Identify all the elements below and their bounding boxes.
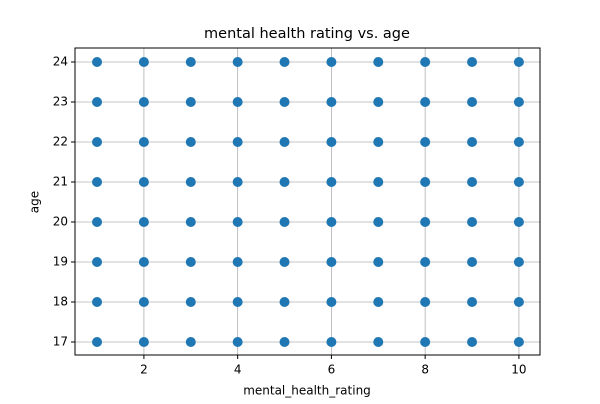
point [138,97,149,107]
y-tick-label: 22 [53,135,68,149]
point [232,337,243,347]
point [326,297,337,307]
point [92,57,103,67]
point [420,57,431,67]
point [92,337,103,347]
point [138,337,149,347]
point [420,337,431,347]
point [279,337,290,347]
y-axis-label: age [28,191,42,213]
point [232,97,243,107]
point [513,97,524,107]
x-tick-label: 6 [328,363,336,377]
point [420,217,431,227]
point [138,217,149,227]
point [279,297,290,307]
point [420,257,431,267]
point [513,337,524,347]
point [279,217,290,227]
point [185,257,196,267]
x-tick-label: 8 [421,363,429,377]
point [373,297,384,307]
point [92,97,103,107]
point [513,217,524,227]
point [232,137,243,147]
point [420,297,431,307]
point [279,257,290,267]
point [185,297,196,307]
point [326,57,337,67]
point [326,97,337,107]
point [279,137,290,147]
point [326,177,337,187]
point [373,57,384,67]
point [232,177,243,187]
point [467,217,478,227]
point [326,217,337,227]
point [138,297,149,307]
point [232,297,243,307]
point [138,177,149,187]
point [326,137,337,147]
point [279,177,290,187]
point [513,137,524,147]
point [467,57,478,67]
point [467,97,478,107]
point [92,217,103,227]
point [279,97,290,107]
point [138,137,149,147]
point [420,177,431,187]
point [513,57,524,67]
point [373,257,384,267]
chart-title: mental health rating vs. age [204,26,410,42]
point [232,257,243,267]
y-tick-label: 24 [53,55,68,69]
point [467,137,478,147]
point [513,257,524,267]
point [373,137,384,147]
point [467,337,478,347]
point [467,257,478,267]
point [513,297,524,307]
point [326,257,337,267]
x-tick-label: 10 [511,363,526,377]
point [185,137,196,147]
point [92,137,103,147]
y-tick-label: 23 [53,95,68,109]
point [373,177,384,187]
y-tick-label: 21 [53,175,68,189]
point [185,217,196,227]
point [373,97,384,107]
point [232,217,243,227]
y-tick-label: 17 [53,335,68,349]
point [467,297,478,307]
point [92,297,103,307]
y-tick-label: 19 [53,255,68,269]
point [373,217,384,227]
y-tick-label: 18 [53,295,68,309]
x-tick-label: 2 [140,363,148,377]
plot-frame [74,47,541,356]
point [513,177,524,187]
point [326,337,337,347]
point [92,177,103,187]
point [232,57,243,67]
point [185,337,196,347]
point [138,57,149,67]
point [138,257,149,267]
point [185,57,196,67]
point [420,97,431,107]
point [185,97,196,107]
point [279,57,290,67]
point [467,177,478,187]
point [92,257,103,267]
x-tick-label: 4 [234,363,242,377]
point [420,137,431,147]
y-tick-label: 20 [53,215,68,229]
point [185,177,196,187]
point [373,337,384,347]
x-axis-label: mental_health_rating [243,384,371,398]
